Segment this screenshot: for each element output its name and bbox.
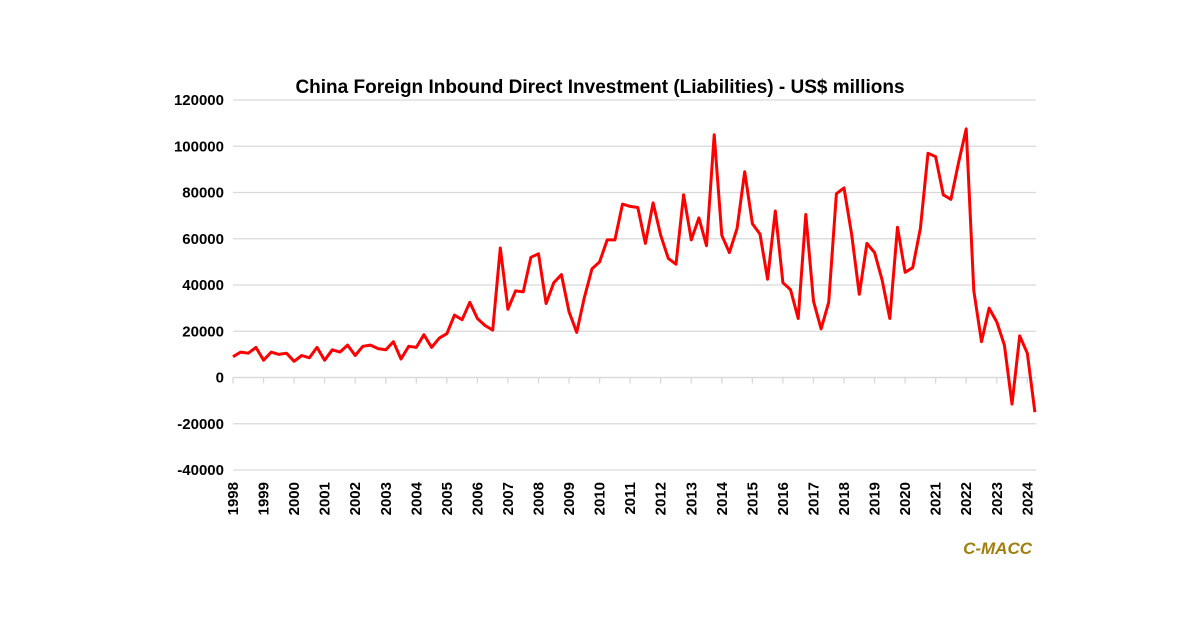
chart-title: China Foreign Inbound Direct Investment … [295, 77, 904, 98]
x-tick-label: 1998 [225, 482, 242, 515]
x-tick-label: 2014 [714, 481, 731, 515]
x-tick-label: 2024 [1019, 481, 1036, 515]
y-tick-label: 80000 [182, 185, 224, 202]
x-tick-label: 2000 [286, 482, 303, 515]
x-tick-label: 2010 [592, 482, 609, 515]
x-tick-label: 2006 [469, 482, 486, 515]
x-tick-label: 2023 [989, 482, 1006, 515]
x-tick-label: 2015 [744, 482, 761, 515]
y-tick-label: -40000 [177, 462, 224, 479]
x-tick-label: 2019 [867, 482, 884, 515]
y-tick-label: 20000 [182, 323, 224, 340]
y-tick-label: -20000 [177, 416, 224, 433]
x-tick-label: 2009 [561, 482, 578, 515]
x-tick-label: 2016 [775, 482, 792, 515]
x-tick-label: 2004 [408, 481, 425, 515]
gridlines [233, 99, 1036, 471]
y-tick-label: 100000 [174, 138, 224, 155]
y-axis-ticks: 120000 100000 80000 60000 40000 20000 0 -20000 -… [174, 92, 224, 479]
x-tick-label: 2008 [531, 482, 548, 515]
series-line [232, 127, 1037, 413]
x-tick-label: 1999 [256, 482, 273, 515]
x-tick-label: 2003 [378, 482, 395, 515]
x-tick-label: 2011 [622, 482, 639, 515]
x-tick-label: 2012 [653, 482, 670, 515]
brand-watermark: C-MACC [963, 539, 1033, 558]
x-tick-label: 2013 [683, 482, 700, 515]
y-tick-label: 0 [216, 370, 224, 387]
x-tick-label: 2021 [928, 482, 945, 515]
x-tick-label: 2001 [317, 482, 334, 515]
x-tick-label: 2020 [897, 482, 914, 515]
x-tick-label: 2017 [805, 482, 822, 515]
x-tick-label: 2018 [836, 482, 853, 515]
y-tick-label: 120000 [174, 92, 224, 109]
y-tick-label: 40000 [182, 277, 224, 294]
x-tick-label: 2005 [439, 482, 456, 515]
x-tick-label: 2022 [958, 482, 975, 515]
x-tick-label: 2002 [347, 482, 364, 515]
x-tick-label: 2007 [500, 482, 517, 515]
series-layer [232, 127, 1037, 413]
x-axis-ticks: 1998 1999 2000 2001 2002 2003 2004 2005 2006 2007… [225, 377, 1036, 515]
y-tick-label: 60000 [182, 231, 224, 248]
